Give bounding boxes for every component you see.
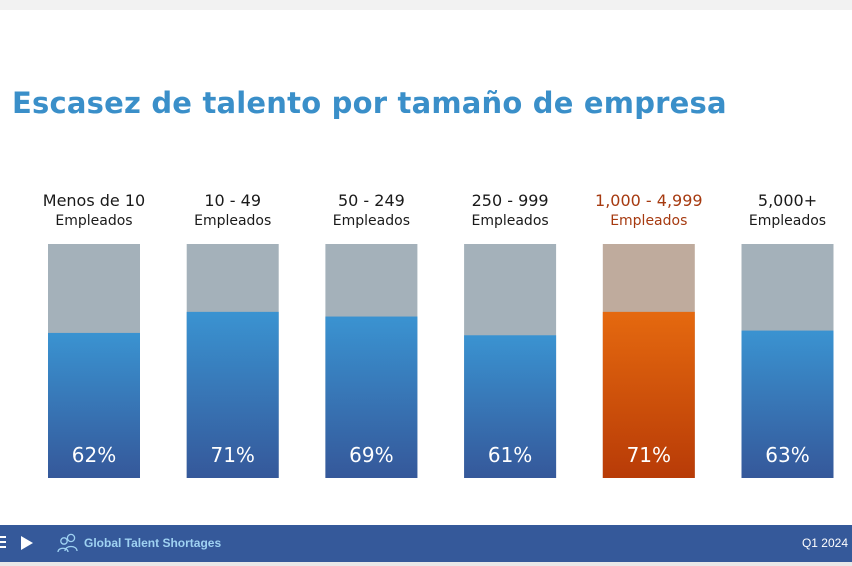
data-label: 69% (349, 443, 393, 467)
category-sublabel: Empleados (610, 213, 687, 229)
data-label: 62% (72, 443, 116, 467)
bottom-strip (0, 562, 852, 566)
category-sublabel: Empleados (333, 213, 410, 229)
category-label: Menos de 10 (43, 191, 145, 210)
category-label: 5,000+ (758, 191, 817, 210)
footer-bar: Global Talent Shortages Q1 2024 (0, 525, 852, 562)
top-strip (0, 0, 852, 10)
data-label: 63% (765, 443, 809, 467)
category-sublabel: Empleados (471, 213, 548, 229)
category-sublabel: Empleados (749, 213, 826, 229)
play-icon[interactable] (21, 536, 33, 550)
category-sublabel: Empleados (194, 213, 271, 229)
bar (602, 311, 695, 478)
menu-icon[interactable] (0, 536, 6, 550)
footer-title[interactable]: Global Talent Shortages (84, 536, 222, 550)
people-icon (57, 533, 78, 553)
bar-chart: Menos de 10 Empleados 62% 10 - 49 Empleados 7… (43, 191, 834, 478)
category-label: 10 - 49 (204, 191, 261, 210)
bar (741, 330, 834, 478)
bar (186, 311, 279, 478)
period-label: Q1 2024 (801, 536, 848, 550)
category-label: 1,000 - 4,999 (595, 191, 703, 210)
category-label: 250 - 999 (472, 191, 549, 210)
category-label: 50 - 249 (338, 191, 405, 210)
bar (325, 316, 418, 478)
data-label: 71% (627, 443, 671, 467)
bar (48, 332, 140, 478)
data-label: 71% (210, 443, 254, 467)
chart-title: Escasez de talento por tamaño de empresa (12, 86, 727, 120)
category-sublabel: Empleados (55, 213, 132, 229)
bar (464, 335, 557, 478)
data-label: 61% (488, 443, 532, 467)
